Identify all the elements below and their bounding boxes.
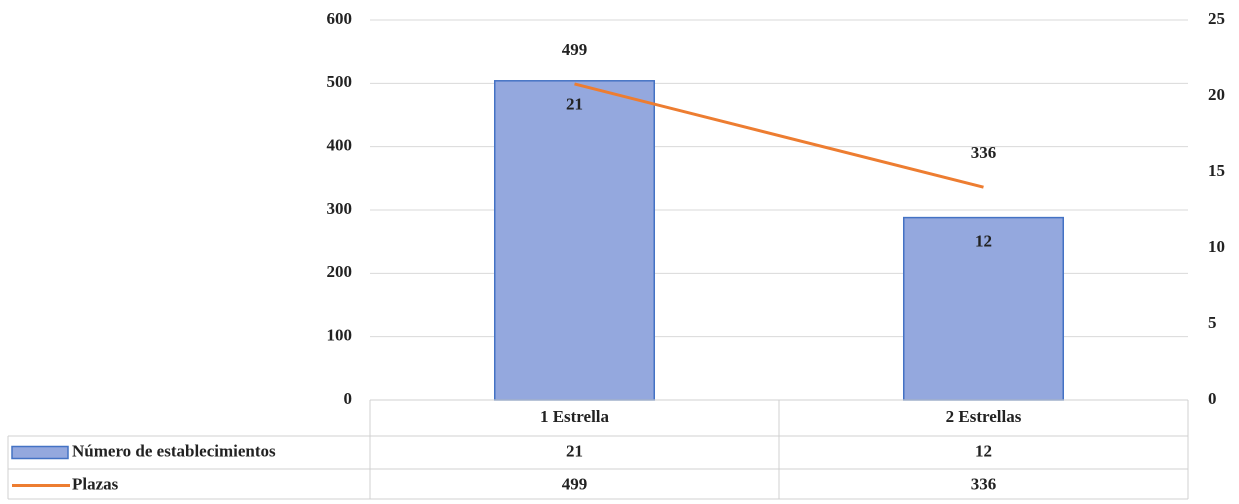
y2-tick-label: 5	[1208, 313, 1217, 332]
table-value: 12	[975, 441, 992, 460]
y2-tick-label: 0	[1208, 389, 1217, 408]
data-label: 21	[566, 95, 583, 114]
y-tick-label: 500	[327, 72, 353, 91]
y-tick-label: 400	[327, 136, 353, 155]
line	[574, 82, 984, 189]
y-tick-label: 0	[344, 389, 353, 408]
data-label: 336	[971, 143, 997, 162]
y-tick-label: 100	[327, 326, 353, 345]
table-value: 336	[971, 474, 997, 493]
table-value: 21	[566, 441, 583, 460]
data-label: 12	[975, 232, 992, 251]
legend-label: Número de establecimientos	[72, 441, 276, 460]
bar	[493, 80, 656, 401]
y2-tick-label: 20	[1208, 85, 1225, 104]
data-label: 499	[562, 40, 588, 59]
legend-label: Plazas	[72, 474, 119, 493]
y2-tick-label: 25	[1208, 9, 1225, 28]
y-tick-label: 200	[327, 262, 353, 281]
x-tick-label: 2 Estrellas	[946, 407, 1022, 426]
table-value: 499	[562, 474, 588, 493]
x-tick-label: 1 Estrella	[540, 407, 610, 426]
y-tick-label: 300	[327, 199, 353, 218]
y-tick-label: 600	[327, 9, 353, 28]
legend-key	[11, 445, 69, 460]
y2-tick-label: 15	[1208, 161, 1225, 180]
y2-tick-label: 10	[1208, 237, 1225, 256]
